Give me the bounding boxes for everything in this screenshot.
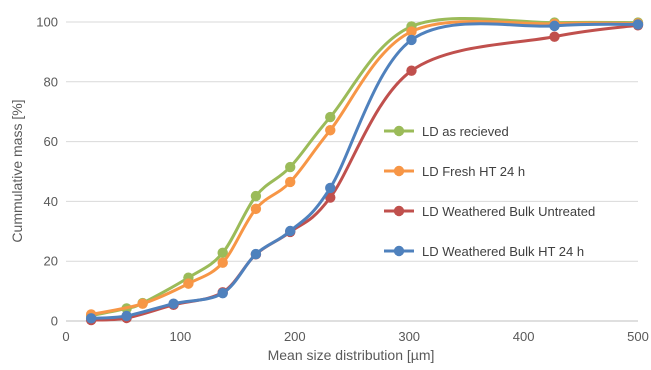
data-point	[85, 313, 97, 324]
data-point	[250, 190, 262, 202]
data-point	[325, 111, 336, 123]
legend-item-ld-as-recieved: LD as recieved	[384, 124, 509, 139]
data-point	[549, 20, 560, 32]
x-tick-label: 500	[627, 329, 649, 344]
legend-swatch-marker	[393, 125, 405, 137]
data-point	[250, 248, 262, 260]
legend-item-ld-fresh-ht-24-h: LD Fresh HT 24 h	[384, 164, 525, 179]
series-ld-weathered-bulk-ht-24-h	[85, 19, 644, 324]
y-tick-label: 60	[44, 134, 58, 149]
legend-label: LD Weathered Bulk HT 24 h	[422, 244, 584, 259]
legend-item-ld-weathered-bulk-ht-24-h: LD Weathered Bulk HT 24 h	[384, 244, 584, 259]
legend-swatch-marker	[393, 205, 405, 217]
data-point	[406, 34, 417, 46]
series-ld-fresh-ht-24-h	[85, 18, 644, 320]
x-tick-labels: 0 100 200 300 400 500	[62, 329, 648, 344]
data-point	[325, 192, 336, 203]
data-point	[250, 203, 262, 215]
data-point	[325, 125, 336, 136]
data-point	[406, 26, 417, 37]
data-point	[183, 278, 194, 289]
x-tick-label: 0	[62, 329, 69, 344]
data-point	[549, 31, 560, 42]
data-point	[285, 176, 296, 188]
y-tick-label: 80	[44, 74, 58, 89]
x-axis-title: Mean size distribution [µm]	[268, 347, 435, 363]
series-line-ld-as-recieved	[89, 17, 640, 318]
y-tick-labels: 0 20 40 60 80 100	[36, 15, 58, 329]
series-ld-as-recieved	[85, 17, 644, 321]
x-tick-label: 300	[398, 329, 420, 344]
legend-label: LD Fresh HT 24 h	[422, 164, 525, 179]
data-point	[217, 257, 228, 268]
legend-swatch-marker	[393, 245, 405, 257]
data-point	[325, 182, 336, 194]
legend-item-ld-weathered-bulk-untreated: LD Weathered Bulk Untreated	[384, 204, 595, 219]
y-tick-label: 100	[36, 15, 58, 30]
y-tick-label: 0	[51, 314, 58, 329]
data-point	[217, 287, 228, 299]
data-point	[632, 19, 644, 30]
legend-label: LD as recieved	[422, 124, 509, 139]
x-tick-label: 200	[284, 329, 306, 344]
data-point	[168, 298, 179, 309]
y-tick-label: 20	[44, 254, 58, 269]
data-point	[137, 298, 148, 309]
legend-swatch-marker	[393, 165, 405, 177]
data-point	[121, 310, 132, 322]
data-point	[406, 65, 417, 76]
series-line-ld-fresh-ht-24-h	[89, 19, 640, 316]
data-point	[285, 161, 296, 173]
x-tick-label: 100	[170, 329, 192, 344]
series-ld-weathered-bulk-untreated	[85, 20, 644, 326]
x-tick-label: 400	[513, 329, 535, 344]
series-lines	[85, 17, 644, 326]
data-point	[217, 247, 228, 259]
y-axis-title: Cummulative mass [%]	[9, 99, 25, 242]
legend-label: LD Weathered Bulk Untreated	[422, 204, 595, 219]
legend: LD as recieved LD Fresh HT 24 h LD Weather…	[384, 124, 595, 259]
data-point	[285, 225, 296, 237]
y-tick-label: 40	[44, 194, 58, 209]
